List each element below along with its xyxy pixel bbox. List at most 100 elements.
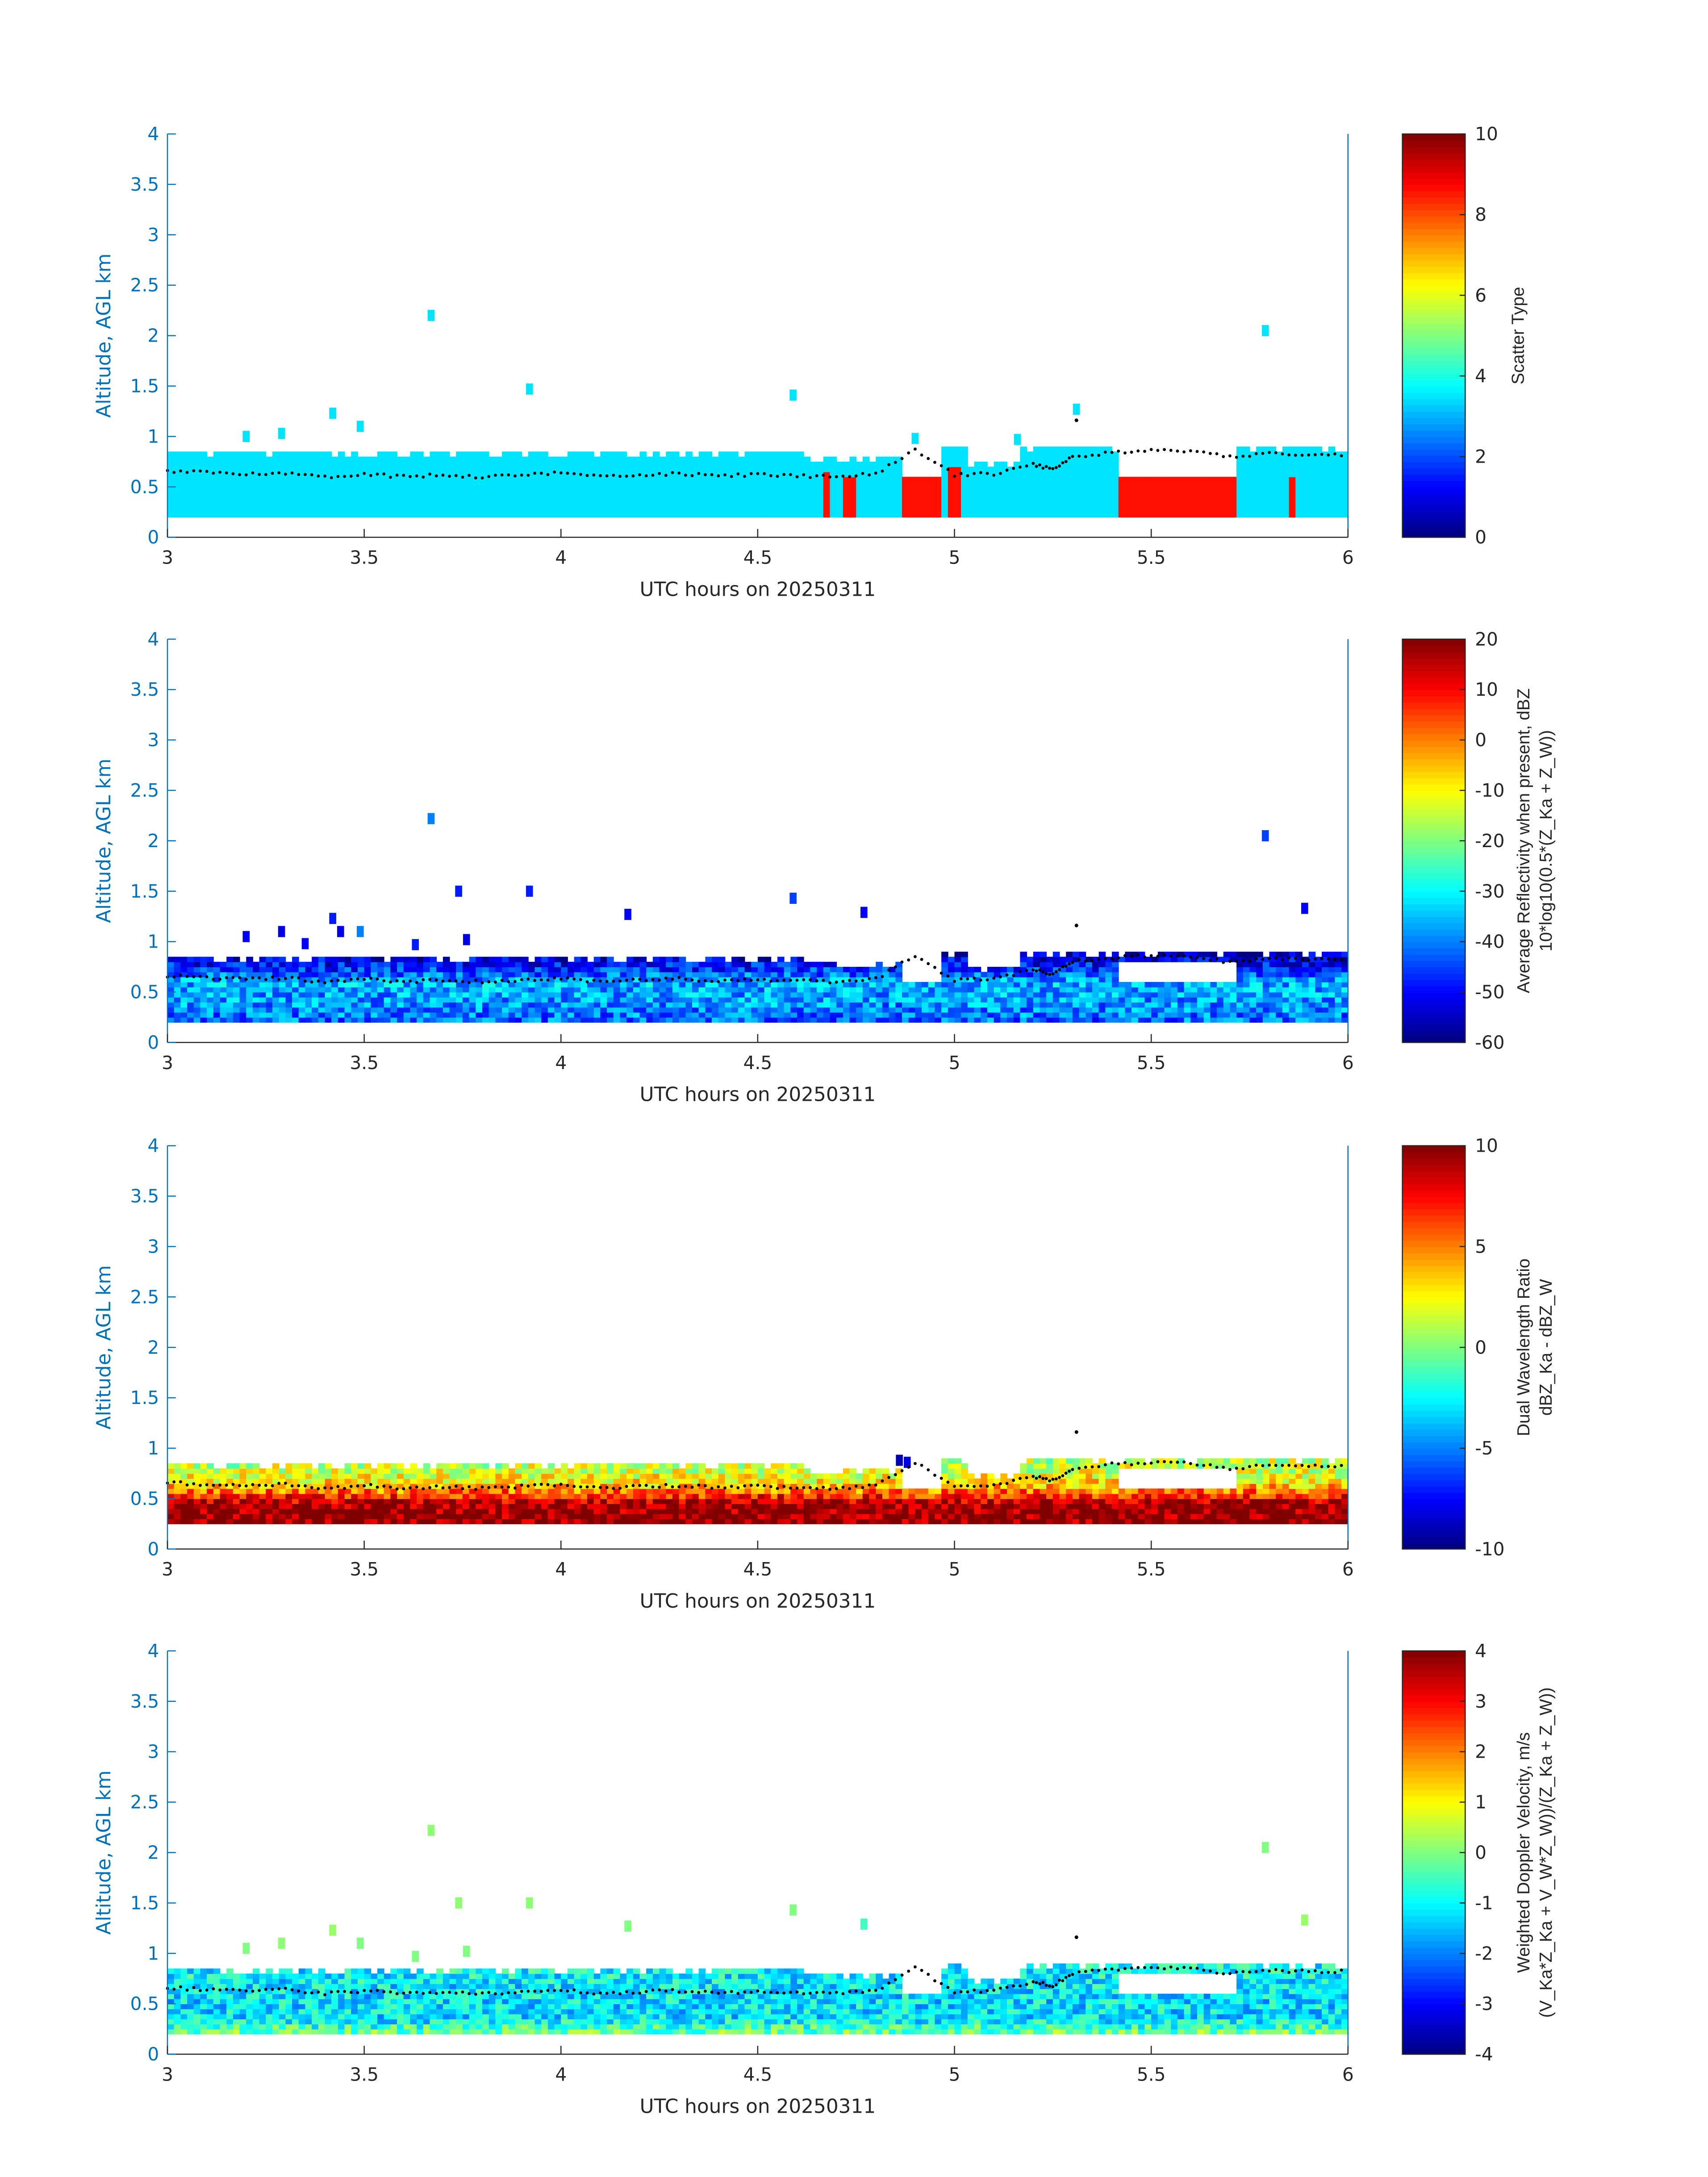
heatmap-cell [246,476,253,482]
heatmap-cell [1027,467,1034,472]
marker-point [1169,449,1173,452]
heatmap-cell [377,481,384,488]
heatmap-cell [882,472,889,477]
heatmap-cell [1243,972,1250,978]
heatmap-cell [961,997,968,1003]
heatmap-cell [1243,1002,1250,1008]
heatmap-cell [1013,476,1021,482]
heatmap-cell [489,507,496,513]
marker-point [304,473,307,476]
heatmap-cell [1027,972,1034,978]
heatmap-cell [502,497,509,503]
heatmap-cell [764,982,772,988]
heatmap-cell [1164,1017,1172,1023]
heatmap-cell [377,502,384,508]
heatmap-cell [1066,507,1073,513]
heatmap-cell [200,456,208,462]
heatmap-cell [1223,481,1231,488]
heatmap-cell [803,472,811,477]
heatmap-cell [836,497,844,503]
heatmap-cell [1217,982,1224,988]
heatmap-cell [935,487,942,493]
heatmap-cell [613,997,621,1003]
heatmap-cell [639,487,647,493]
heatmap-cell [751,1002,758,1008]
heatmap-cell [718,507,726,513]
heatmap-cell [547,502,555,508]
heatmap-cell [508,467,516,472]
heatmap-cell [679,476,686,482]
heatmap-cell [1322,492,1329,497]
heatmap-cell [239,456,247,462]
heatmap-cell [1335,997,1342,1003]
heatmap-cell [928,487,935,493]
heatmap-cell [364,507,372,513]
heatmap-cell [1059,977,1067,982]
colorbar-swatch [1402,790,1466,798]
heatmap-cell [561,967,568,973]
heatmap-cell [377,497,384,503]
heatmap-cell [252,467,260,472]
heatmap-cell [830,982,837,988]
heatmap-cell [718,467,726,472]
heatmap-cell [272,992,280,998]
heatmap-cell [895,492,902,497]
heatmap-cell [974,461,981,468]
heatmap-cell [312,1017,319,1023]
marker-point [1156,955,1160,958]
heatmap-cell [790,982,798,988]
heatmap-cell [1203,476,1211,482]
heatmap-cell [731,467,739,472]
heatmap-cell [613,1017,621,1023]
heatmap-cell [430,512,437,518]
heatmap-cell [331,1007,338,1013]
marker-point [1254,452,1258,455]
heatmap-cell [639,476,647,482]
heatmap-cell [449,1002,457,1008]
colorbar-swatch [1402,216,1466,223]
heatmap-cell [941,977,948,982]
heatmap-cell [331,507,338,513]
heatmap-cell [357,957,365,962]
heatmap-cell [987,487,994,493]
heatmap-cell [1269,461,1277,468]
heatmap-cell [403,481,411,488]
heatmap-cell [469,967,476,973]
heatmap-cell [1302,982,1309,988]
heatmap-cell [547,972,555,978]
heatmap-cell [823,997,831,1003]
heatmap-cell [895,1017,902,1023]
heatmap-cell [790,467,798,472]
heatmap-cell [298,997,306,1003]
heatmap-cell [659,467,667,472]
heatmap-cell [508,502,516,508]
heatmap-cell [436,507,443,513]
heatmap-cell [856,481,863,488]
heatmap-cell [1112,467,1119,472]
heatmap-cell [836,512,844,518]
heatmap-cell [1033,456,1040,462]
heatmap-cell [1243,487,1250,493]
heatmap-cell [423,461,430,468]
heatmap-cell [1308,982,1316,988]
heatmap-cell [731,992,739,998]
heatmap-cell [1184,982,1191,988]
heatmap-cell [1092,972,1099,978]
heatmap-cell [974,972,981,978]
heatmap-cell [1341,977,1349,982]
heatmap-cell [1164,497,1172,503]
heatmap-cell [1269,502,1277,508]
heatmap-cell [482,456,489,462]
heatmap-cell [1262,1007,1270,1013]
heatmap-cell [941,967,948,973]
heatmap-cell [200,1012,208,1018]
heatmap-cell [1013,997,1021,1003]
heatmap-cell [1066,997,1073,1003]
heatmap-cell [226,487,234,493]
marker-point [533,472,536,475]
heatmap-cell [469,987,476,993]
heatmap-cell [574,472,581,477]
heatmap-cell [659,492,667,497]
heatmap-cell [233,512,240,518]
heatmap-cell [331,1012,338,1018]
